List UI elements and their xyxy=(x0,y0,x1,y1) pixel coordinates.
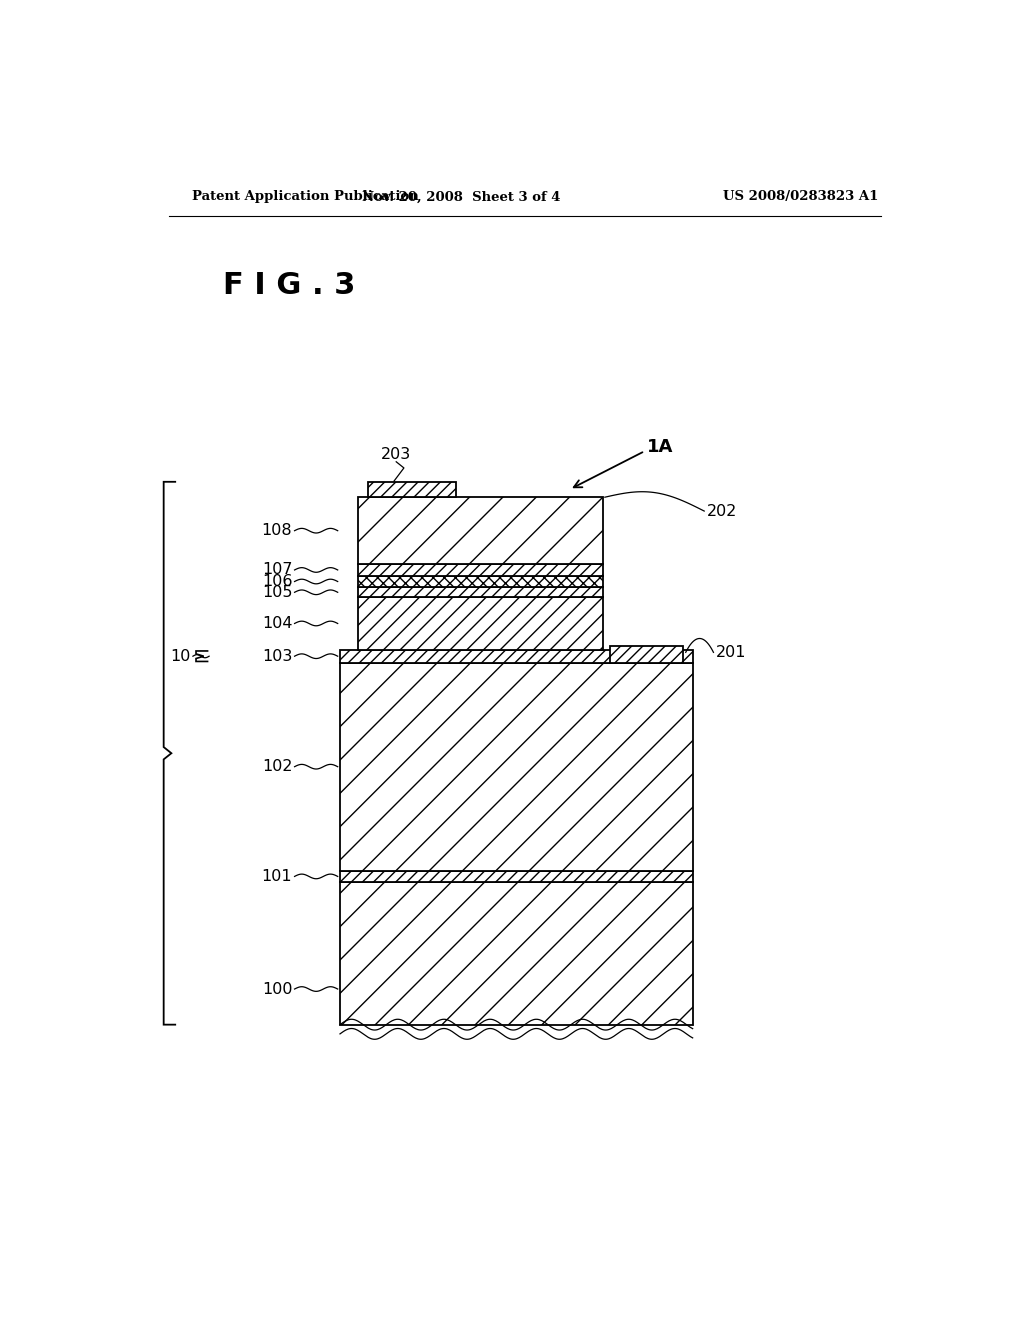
Text: 10: 10 xyxy=(170,648,190,664)
Text: 202: 202 xyxy=(707,503,737,519)
Text: F I G . 3: F I G . 3 xyxy=(223,271,355,300)
Text: 105: 105 xyxy=(262,585,292,599)
Text: Patent Application Publication: Patent Application Publication xyxy=(193,190,419,203)
Text: 100: 100 xyxy=(262,982,292,997)
Text: 203: 203 xyxy=(381,447,412,462)
Text: US 2008/0283823 A1: US 2008/0283823 A1 xyxy=(723,190,879,203)
Text: Nov. 20, 2008  Sheet 3 of 4: Nov. 20, 2008 Sheet 3 of 4 xyxy=(362,190,561,203)
Bar xyxy=(610,645,683,663)
Text: 101: 101 xyxy=(262,869,292,884)
Text: 106: 106 xyxy=(262,574,292,589)
Text: 107: 107 xyxy=(262,562,292,577)
Bar xyxy=(340,663,692,871)
Bar xyxy=(357,564,602,576)
Bar xyxy=(357,498,602,564)
Text: 102: 102 xyxy=(262,759,292,775)
Text: 104: 104 xyxy=(262,616,292,631)
Text: 103: 103 xyxy=(262,648,292,664)
Bar xyxy=(357,576,602,587)
Text: 201: 201 xyxy=(716,645,746,660)
Bar xyxy=(340,882,692,1024)
Bar xyxy=(340,649,692,663)
Bar xyxy=(357,597,602,649)
Text: 108: 108 xyxy=(262,523,292,539)
Bar xyxy=(357,587,602,598)
Bar xyxy=(368,482,456,498)
Text: 1A: 1A xyxy=(646,438,673,457)
Bar xyxy=(340,871,692,882)
